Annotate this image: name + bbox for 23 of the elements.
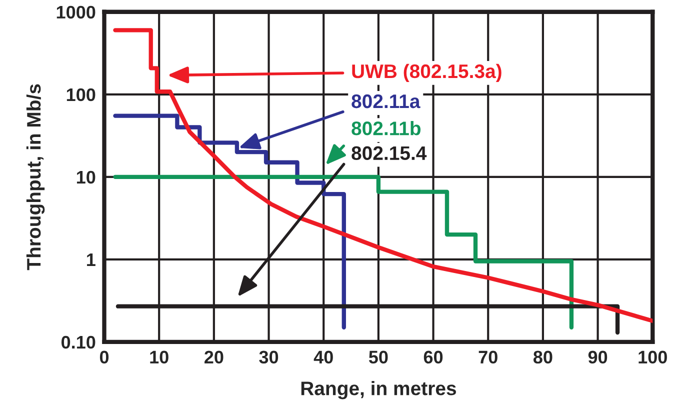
x-axis-title: Range, in metres [301,380,456,400]
y-tick-label: 0.10 [62,336,96,349]
x-tick-label: 30 [259,350,278,364]
x-tick-label: 50 [368,350,388,364]
y-tick-label: 10 [76,170,96,184]
y-tick-label: 1 [87,254,96,266]
x-tick-label: 70 [478,350,498,364]
x-tick-label: 100 [638,350,667,364]
text: 802.15.4 [352,146,427,160]
x-tick-label: 80 [533,350,552,364]
y-axis-title: Throughput, in Mb/s [26,84,45,270]
x-tick-label: 0 [100,350,109,364]
x-tick-label: 40 [314,350,333,364]
y-tick-label: 100 [66,88,96,102]
y-tick-label: 1000 [56,6,96,19]
x-tick-label: 60 [424,350,443,364]
line-series [113,28,653,323]
text: 802.11a [352,94,420,108]
x-tick-label: 20 [204,350,224,364]
x-tick-label: 10 [150,350,168,364]
text: UWB (802.15.3a) [352,64,502,82]
x-tick-label: 90 [588,350,608,364]
text: 802.11b [352,120,421,136]
